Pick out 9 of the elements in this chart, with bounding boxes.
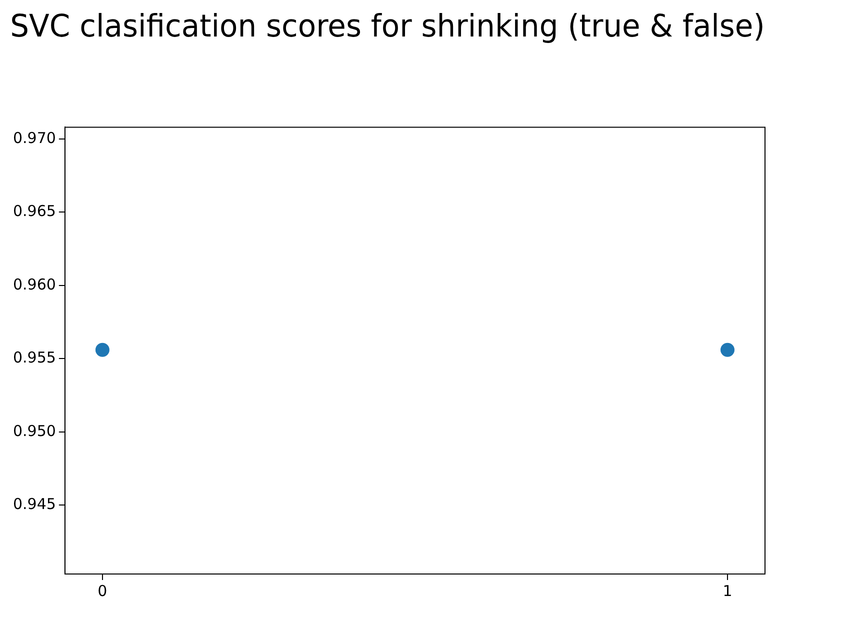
y-tick-label: 0.945 (12, 495, 56, 514)
y-tick-label: 0.955 (12, 348, 56, 367)
x-tick-label: 0 (98, 582, 108, 600)
chart-title: SVC clasification scores for shrinking (true & false) (10, 9, 765, 45)
y-tick-label: 0.970 (12, 128, 56, 147)
y-tick-label: 0.950 (12, 422, 56, 440)
y-tick-label: 0.960 (12, 275, 56, 294)
y-tick-label: 0.965 (12, 202, 56, 220)
x-tick-label: 1 (722, 582, 732, 600)
